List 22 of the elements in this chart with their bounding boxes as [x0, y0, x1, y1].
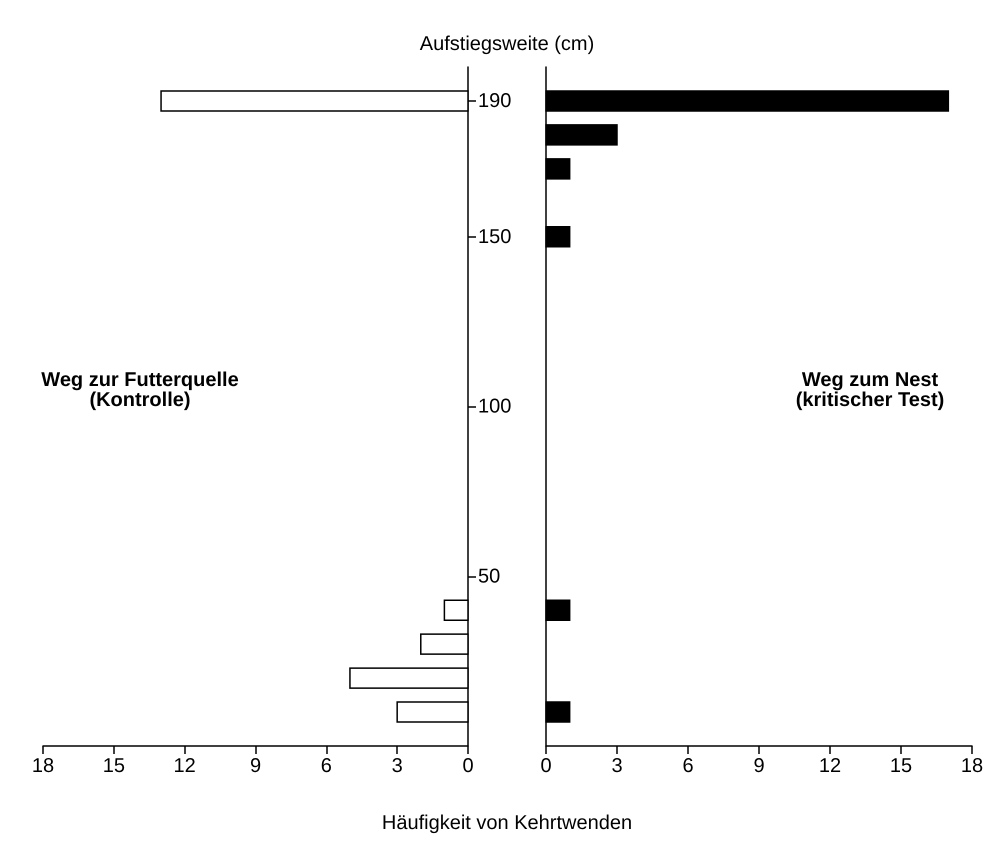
x-tick-label: 9: [250, 755, 262, 777]
x-tick-label: 12: [818, 755, 842, 777]
x-tick-label: 3: [392, 755, 403, 777]
y-tick-label: 190: [478, 90, 512, 112]
x-tick-label: 9: [753, 755, 765, 777]
x-tick-label: 15: [102, 755, 125, 777]
x-tick-label: 0: [540, 755, 552, 777]
x-tick-label: 18: [960, 755, 984, 777]
text: Weg zur Futterquelle (Kontrolle): [41, 369, 239, 411]
y-tick-label: 150: [478, 226, 512, 248]
y-axis-title: Aufstiegsweite (cm): [418, 33, 596, 56]
y-tick-label: 100: [478, 396, 512, 418]
text: Weg zum Nest (kritischer Test): [796, 369, 944, 411]
x-tick-label: 3: [611, 755, 623, 777]
x-tick-label: 6: [320, 755, 332, 777]
x-tick-label: 0: [462, 755, 474, 777]
x-tick-label: 12: [174, 755, 196, 777]
x-tick-label: 15: [890, 755, 912, 777]
y-tick-label: 50: [478, 565, 500, 588]
x-axis-title: Häufigkeit von Kehrtwenden: [380, 812, 634, 835]
x-tick-label: 18: [32, 755, 54, 777]
x-tick-label: 6: [682, 755, 694, 777]
